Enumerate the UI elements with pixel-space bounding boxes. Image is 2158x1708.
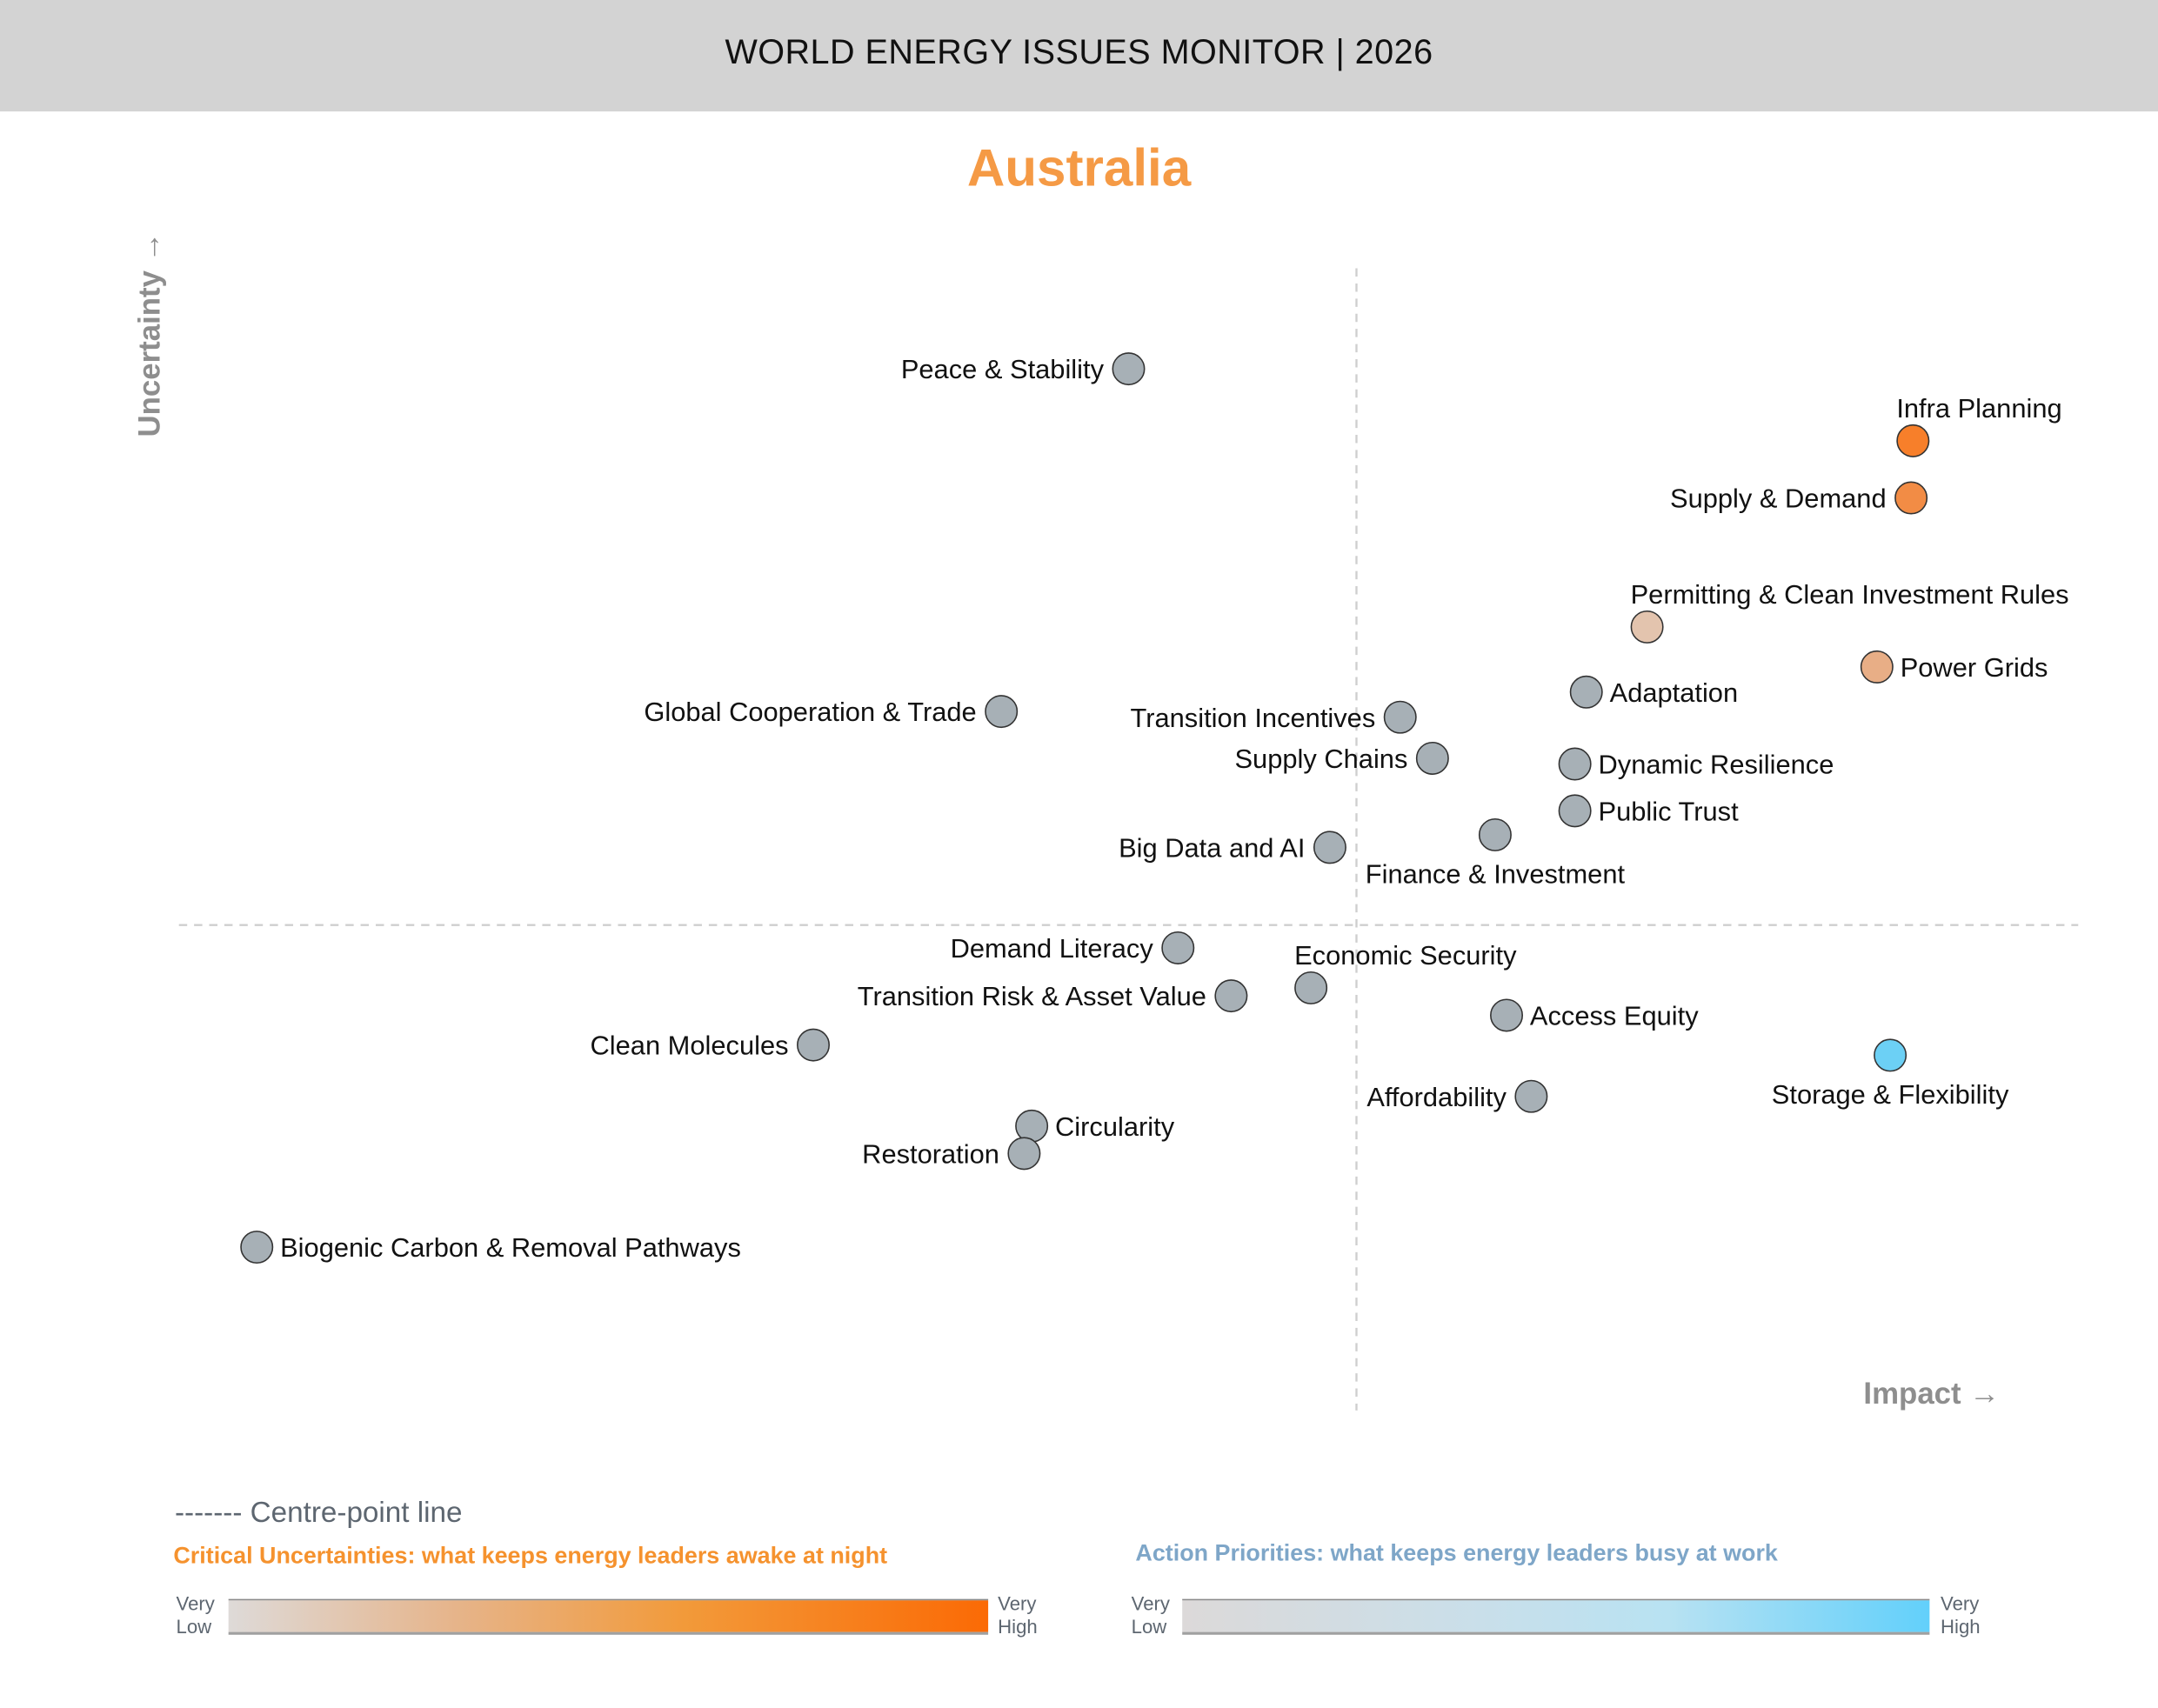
data-point bbox=[1894, 481, 1928, 515]
data-point bbox=[1896, 424, 1930, 457]
data-label: Transition Risk & Asset Value bbox=[858, 981, 1206, 1011]
x-axis-label: Impact → bbox=[1863, 1376, 2001, 1411]
data-label: Power Grids bbox=[1901, 652, 2048, 683]
data-label: Supply Chains bbox=[1234, 744, 1407, 774]
data-label: Circularity bbox=[1055, 1111, 1175, 1142]
data-point bbox=[1630, 610, 1664, 644]
data-label: Demand Literacy bbox=[951, 933, 1154, 964]
action-priorities-title: Action Priorities: what keeps energy lea… bbox=[1135, 1539, 1778, 1566]
critical-scale-high: Very High bbox=[998, 1592, 1038, 1639]
data-label: Access Equity bbox=[1530, 1001, 1699, 1031]
data-label: Economic Security bbox=[1294, 940, 1517, 971]
data-point bbox=[1383, 700, 1417, 734]
action-priorities-scale bbox=[1182, 1598, 1930, 1635]
data-point bbox=[1874, 1038, 1907, 1072]
data-label: Global Cooperation & Trade bbox=[644, 697, 976, 727]
data-label: Storage & Flexibility bbox=[1772, 1079, 2009, 1110]
country-title: Australia bbox=[966, 140, 1192, 198]
data-point bbox=[797, 1028, 831, 1062]
data-point bbox=[1161, 931, 1195, 964]
data-label: Adaptation bbox=[1610, 677, 1739, 708]
data-point bbox=[1558, 794, 1592, 828]
data-label: Infra Planning bbox=[1896, 393, 2061, 424]
data-label: Public Trust bbox=[1599, 796, 1740, 826]
data-point bbox=[1015, 1109, 1049, 1143]
data-label: Big Data and AI bbox=[1119, 832, 1305, 863]
header-bar: WORLD ENERGY ISSUES MONITOR | 2026 bbox=[0, 0, 2158, 112]
data-point bbox=[1514, 1079, 1548, 1113]
scale-label: Very bbox=[1941, 1591, 1980, 1615]
data-label: Supply & Demand bbox=[1670, 484, 1887, 514]
data-point bbox=[1294, 971, 1328, 1004]
action-scale-low: Very Low bbox=[1132, 1592, 1170, 1639]
data-label: Biogenic Carbon & Removal Pathways bbox=[280, 1232, 741, 1263]
scale-label: Low bbox=[1131, 1615, 1167, 1638]
data-label: Affordability bbox=[1366, 1082, 1507, 1112]
centre-line-legend: ------- Centre-point line bbox=[174, 1497, 463, 1529]
scale-label: High bbox=[1941, 1615, 1981, 1638]
data-point bbox=[1007, 1137, 1041, 1171]
data-label: Clean Molecules bbox=[591, 1031, 789, 1061]
data-point bbox=[1860, 650, 1894, 684]
critical-uncertainties-scale bbox=[228, 1598, 989, 1635]
data-label: Permitting & Clean Investment Rules bbox=[1631, 579, 2069, 610]
scale-label: High bbox=[998, 1615, 1038, 1638]
data-point bbox=[1313, 831, 1346, 864]
data-point bbox=[1569, 675, 1603, 709]
data-point bbox=[1558, 747, 1592, 781]
page-title: WORLD ENERGY ISSUES MONITOR | 2026 bbox=[725, 32, 1433, 72]
scale-label: Very bbox=[1131, 1591, 1170, 1615]
action-scale-high: Very High bbox=[1941, 1592, 1981, 1639]
data-point bbox=[1214, 979, 1248, 1013]
data-point bbox=[1478, 817, 1512, 851]
data-point bbox=[240, 1231, 274, 1264]
scale-label: Very bbox=[998, 1591, 1037, 1615]
scale-label: Low bbox=[176, 1615, 212, 1638]
data-point bbox=[985, 695, 1019, 729]
data-point bbox=[1112, 352, 1146, 386]
data-point bbox=[1490, 998, 1524, 1032]
data-label: Restoration bbox=[862, 1138, 999, 1169]
data-label: Dynamic Resilience bbox=[1599, 750, 1834, 780]
critical-scale-low: Very Low bbox=[177, 1592, 215, 1639]
data-label: Finance & Investment bbox=[1366, 858, 1626, 889]
data-label: Transition Incentives bbox=[1131, 703, 1376, 733]
scale-label: Very bbox=[176, 1591, 215, 1615]
data-point bbox=[1415, 741, 1449, 775]
critical-uncertainties-title: Critical Uncertainties: what keeps energ… bbox=[173, 1542, 888, 1569]
data-label: Peace & Stability bbox=[901, 354, 1105, 384]
